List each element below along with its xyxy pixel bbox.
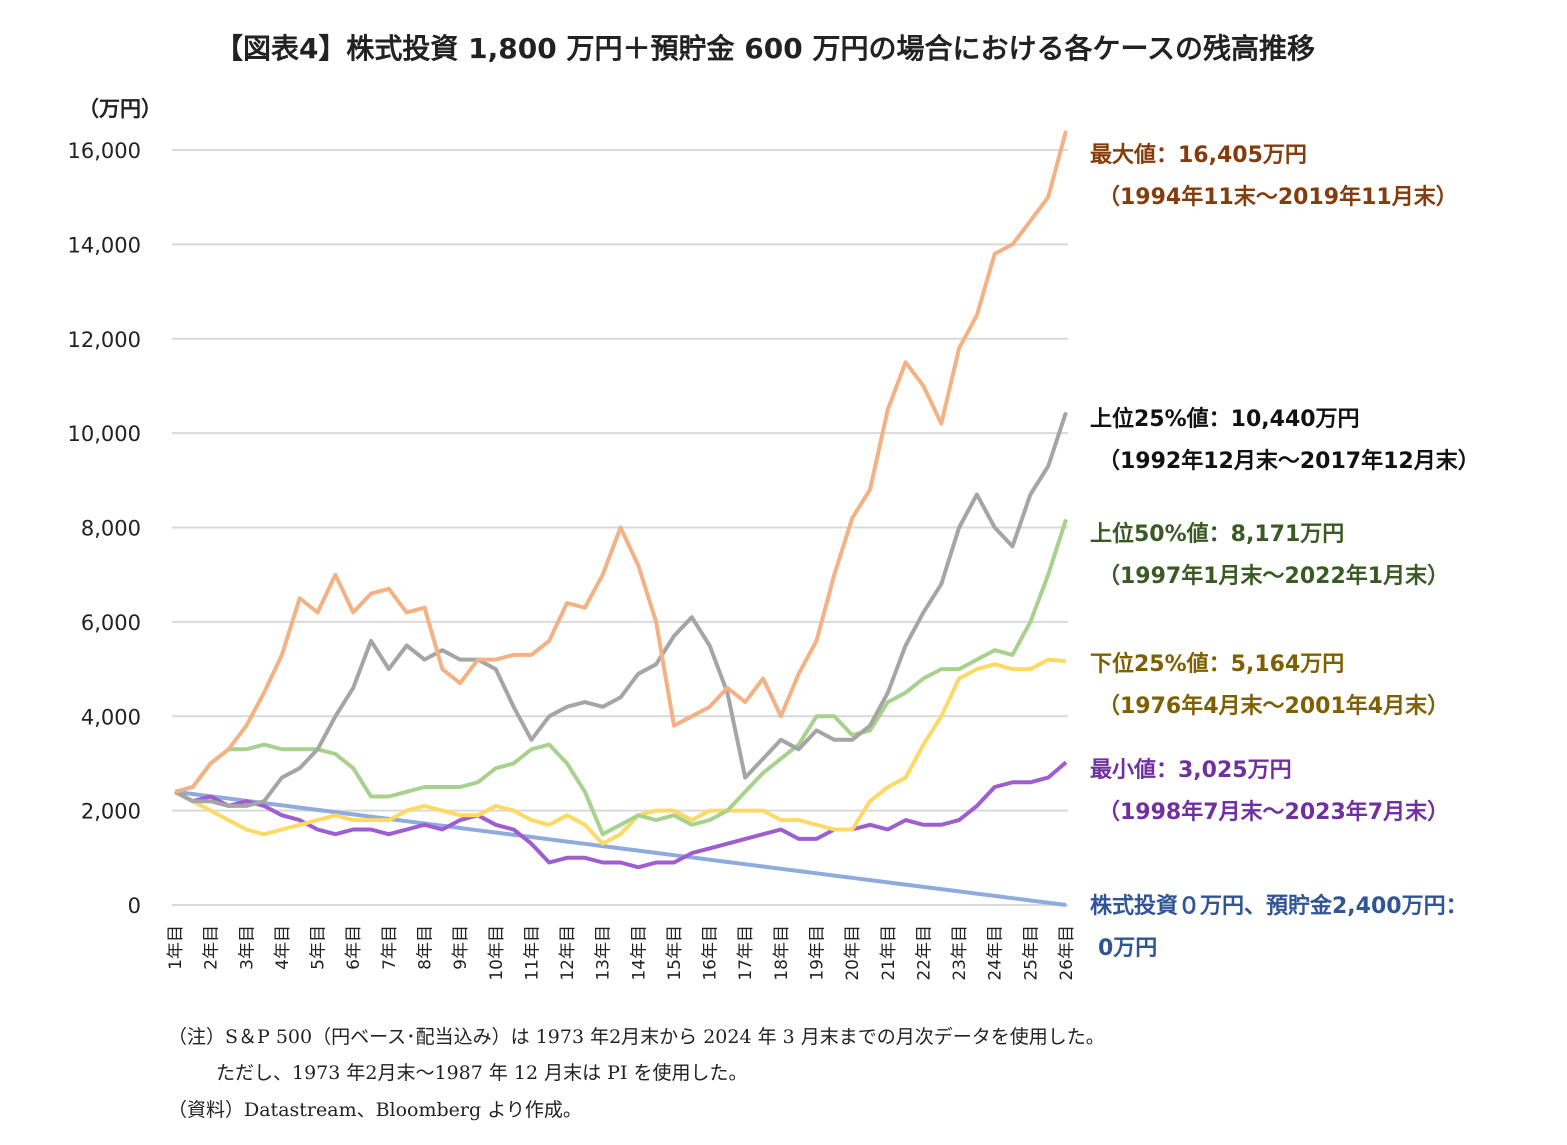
x-tick-label: 5年目: [309, 925, 329, 970]
annotation-value: 最大値：16,405万円: [1090, 143, 1307, 168]
y-tick-label: 4,000: [81, 705, 141, 729]
x-tick-label: 19年目: [808, 925, 828, 981]
annotation-upper-25: 上位25%値：10,440万円 （1992年12月末～2017年12月末）: [1090, 406, 1480, 474]
chart-title: 【図表4】株式投資 1,800 万円＋預貯金 600 万円の場合における各ケース…: [215, 32, 1315, 65]
annotation-period: （1998年7月末～2023年7月末）: [1098, 799, 1449, 825]
x-tick-label: 23年目: [950, 925, 970, 981]
y-tick-label: 6,000: [81, 611, 141, 635]
y-tick-label: 0: [128, 894, 141, 918]
y-axis-ticks: 0 2,000 4,000 6,000 8,000 10,000 12,000 14,000 1…: [68, 139, 141, 918]
x-tick-label: 12年目: [558, 925, 578, 981]
series-line-median: [174, 518, 1068, 837]
y-tick-label: 2,000: [81, 800, 141, 824]
annotation-max: 最大値：16,405万円 （1994年11末～2019年11月末）: [1090, 143, 1458, 210]
x-tick-label: 21年目: [879, 925, 899, 981]
x-tick-label: 16年目: [701, 925, 721, 981]
annotation-median: 上位50%値：8,171万円 （1997年1月末～2022年1月末）: [1090, 521, 1449, 589]
series-line-max: [174, 130, 1068, 794]
x-tick-label: 2年目: [202, 925, 222, 970]
y-tick-label: 10,000: [68, 422, 141, 446]
annotation-savings-only: 株式投資０万円、預貯金2,400万円： 0万円: [1090, 893, 1468, 961]
annotation-period: （1992年12月末～2017年12月末）: [1098, 448, 1480, 474]
source-line: （資料）Datastream、Bloomberg より作成。: [168, 1099, 582, 1121]
x-tick-label: 3年目: [237, 925, 257, 970]
y-tick-label: 12,000: [68, 328, 141, 352]
annotation-value: 下位25%値：5,164万円: [1090, 651, 1344, 677]
x-tick-label: 17年目: [736, 925, 756, 981]
y-tick-label: 16,000: [68, 139, 141, 163]
x-tick-label: 14年目: [629, 925, 649, 981]
annotation-min: 最小値：3,025万円 （1998年7月末～2023年7月末）: [1090, 758, 1449, 825]
x-tick-label: 20年目: [843, 925, 863, 981]
x-tick-label: 13年目: [594, 925, 614, 981]
y-axis-unit: （万円）: [78, 97, 162, 121]
note-line-1: （注）S＆P 500（円ベース･配当込み）は 1973 年2月末から 2024 …: [168, 1026, 1105, 1048]
x-tick-label: 7年目: [380, 925, 400, 970]
series-line-lower-25: [174, 657, 1067, 846]
x-tick-label: 18年目: [772, 925, 792, 981]
x-tick-label: 24年目: [986, 925, 1006, 981]
x-tick-label: 11年目: [522, 925, 542, 981]
x-tick-label: 8年目: [415, 925, 435, 970]
y-tick-label: 8,000: [81, 517, 141, 541]
annotation-period: （1997年1月末～2022年1月末）: [1098, 563, 1449, 589]
annotation-period: （1994年11末～2019年11月末）: [1098, 184, 1458, 210]
x-tick-label: 22年目: [914, 925, 934, 981]
series-line-savings-only: [174, 789, 1067, 907]
annotation-period: 0万円: [1098, 936, 1157, 961]
x-tick-label: 26年目: [1057, 925, 1077, 981]
x-tick-label: 6年目: [344, 925, 364, 970]
x-tick-label: 10年目: [487, 925, 507, 981]
x-tick-label: 4年目: [273, 925, 293, 970]
x-tick-label: 15年目: [665, 925, 685, 981]
x-tick-label: 1年目: [166, 925, 186, 970]
annotations: 最大値：16,405万円 （1994年11末～2019年11月末） 上位25%値：1…: [1090, 143, 1480, 961]
series-line-min: [174, 760, 1068, 870]
annotation-value: 上位50%値：8,171万円: [1090, 521, 1344, 547]
series-line-upper-25: [174, 411, 1068, 808]
x-tick-label: 25年目: [1021, 925, 1041, 981]
annotation-lower-25: 下位25%値：5,164万円 （1976年4月末～2001年4月末）: [1090, 651, 1449, 719]
annotation-value: 上位25%値：10,440万円: [1090, 406, 1360, 432]
annotation-value: 最小値：3,025万円: [1090, 758, 1292, 783]
y-tick-label: 14,000: [68, 233, 141, 257]
annotation-period: （1976年4月末～2001年4月末）: [1098, 693, 1449, 719]
annotation-value: 株式投資０万円、預貯金2,400万円：: [1090, 893, 1468, 919]
x-axis-ticks: 1年目 2年目 3年目 4年目 5年目 6年目 7年目 8年目 9年目 10年目 11年目 12年目 1…: [166, 925, 1077, 981]
note-line-2: ただし、1973 年2月末～1987 年 12 月末は PI を使用した。: [216, 1062, 748, 1084]
series-lines: [174, 130, 1068, 907]
x-tick-label: 9年目: [451, 925, 471, 970]
